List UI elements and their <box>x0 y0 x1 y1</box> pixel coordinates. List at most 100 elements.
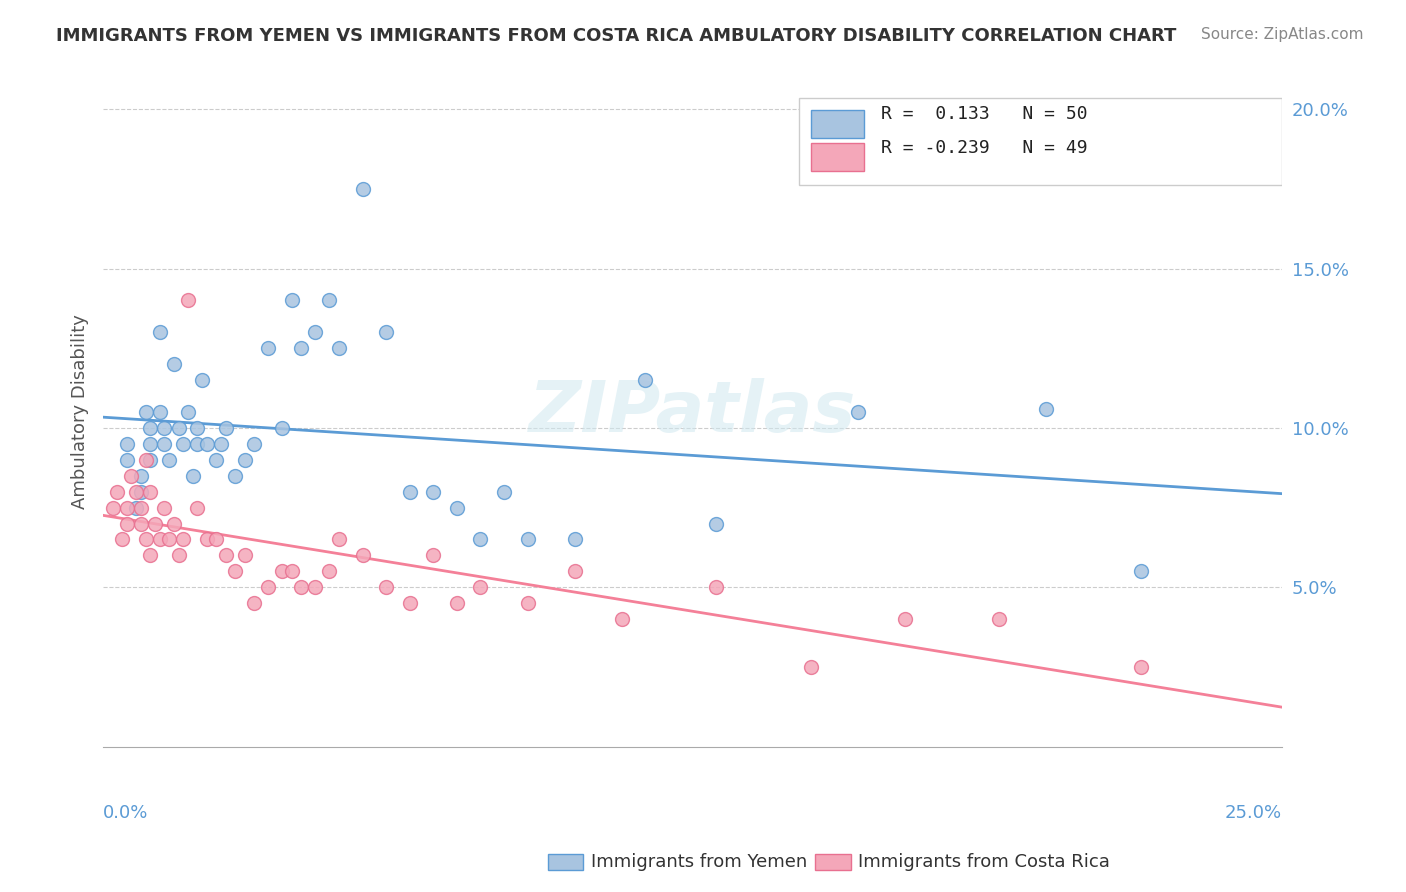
Point <box>318 293 340 308</box>
Point <box>492 484 515 499</box>
Point <box>243 596 266 610</box>
Point <box>177 405 200 419</box>
Point <box>290 341 312 355</box>
Text: Source: ZipAtlas.com: Source: ZipAtlas.com <box>1201 27 1364 42</box>
Point <box>233 549 256 563</box>
Point <box>470 533 492 547</box>
Point <box>257 580 280 594</box>
Point <box>167 549 190 563</box>
Point <box>163 516 186 531</box>
Point <box>157 533 180 547</box>
Point <box>172 437 194 451</box>
Point <box>129 516 152 531</box>
Point <box>988 612 1011 626</box>
Point <box>215 421 238 435</box>
Point <box>304 326 326 340</box>
Point <box>205 452 228 467</box>
Point <box>129 468 152 483</box>
Text: Immigrants from Yemen: Immigrants from Yemen <box>591 853 807 871</box>
Point <box>1129 565 1152 579</box>
Point <box>224 565 246 579</box>
Point <box>352 549 374 563</box>
Point <box>177 293 200 308</box>
Point <box>610 612 633 626</box>
Point <box>243 437 266 451</box>
Point <box>422 484 444 499</box>
Point <box>139 437 162 451</box>
Point <box>186 421 208 435</box>
Text: ZIPatlas: ZIPatlas <box>529 377 856 447</box>
Point <box>125 484 148 499</box>
Text: IMMIGRANTS FROM YEMEN VS IMMIGRANTS FROM COSTA RICA AMBULATORY DISABILITY CORREL: IMMIGRANTS FROM YEMEN VS IMMIGRANTS FROM… <box>56 27 1177 45</box>
Point <box>516 596 538 610</box>
Point <box>799 660 821 674</box>
Point <box>375 580 398 594</box>
Point <box>149 405 172 419</box>
Text: Immigrants from Costa Rica: Immigrants from Costa Rica <box>858 853 1109 871</box>
Bar <box>810 143 863 171</box>
Point <box>115 500 138 515</box>
Point <box>129 484 152 499</box>
Point <box>129 500 152 515</box>
Point <box>1035 401 1057 416</box>
Point <box>139 421 162 435</box>
Point <box>516 533 538 547</box>
Point <box>281 565 304 579</box>
Point <box>186 500 208 515</box>
Point <box>186 437 208 451</box>
Point <box>135 405 157 419</box>
Point <box>634 373 657 387</box>
Point <box>398 484 420 499</box>
Point <box>101 500 124 515</box>
Point <box>149 326 172 340</box>
Text: R = -0.239   N = 49: R = -0.239 N = 49 <box>882 138 1088 157</box>
Point <box>191 373 214 387</box>
Point <box>271 421 294 435</box>
Bar <box>810 110 863 137</box>
FancyBboxPatch shape <box>799 97 1282 185</box>
Point <box>195 437 218 451</box>
Point <box>139 484 162 499</box>
Point <box>846 405 869 419</box>
Point <box>195 533 218 547</box>
Point <box>115 516 138 531</box>
Point <box>157 452 180 467</box>
Point <box>398 596 420 610</box>
Point <box>139 452 162 467</box>
Point <box>352 182 374 196</box>
Point <box>120 468 142 483</box>
Point <box>153 500 176 515</box>
Point <box>564 565 586 579</box>
Point <box>224 468 246 483</box>
Point <box>704 580 727 594</box>
Point <box>163 357 186 371</box>
Point <box>111 533 134 547</box>
Text: 0.0%: 0.0% <box>103 804 149 822</box>
Point <box>153 437 176 451</box>
Point <box>105 484 128 499</box>
Point <box>172 533 194 547</box>
Text: 25.0%: 25.0% <box>1225 804 1282 822</box>
Point <box>290 580 312 594</box>
Point <box>115 452 138 467</box>
Point <box>446 596 468 610</box>
Point <box>894 612 917 626</box>
Point <box>115 437 138 451</box>
Point <box>328 533 350 547</box>
Point <box>125 500 148 515</box>
Point <box>446 500 468 515</box>
Point <box>422 549 444 563</box>
Point <box>209 437 232 451</box>
Point <box>167 421 190 435</box>
Point <box>271 565 294 579</box>
Point <box>328 341 350 355</box>
Point <box>375 326 398 340</box>
Point <box>318 565 340 579</box>
Point <box>564 533 586 547</box>
Point <box>149 533 172 547</box>
Point <box>215 549 238 563</box>
Point <box>1129 660 1152 674</box>
Point <box>704 516 727 531</box>
Point <box>233 452 256 467</box>
Point <box>135 533 157 547</box>
